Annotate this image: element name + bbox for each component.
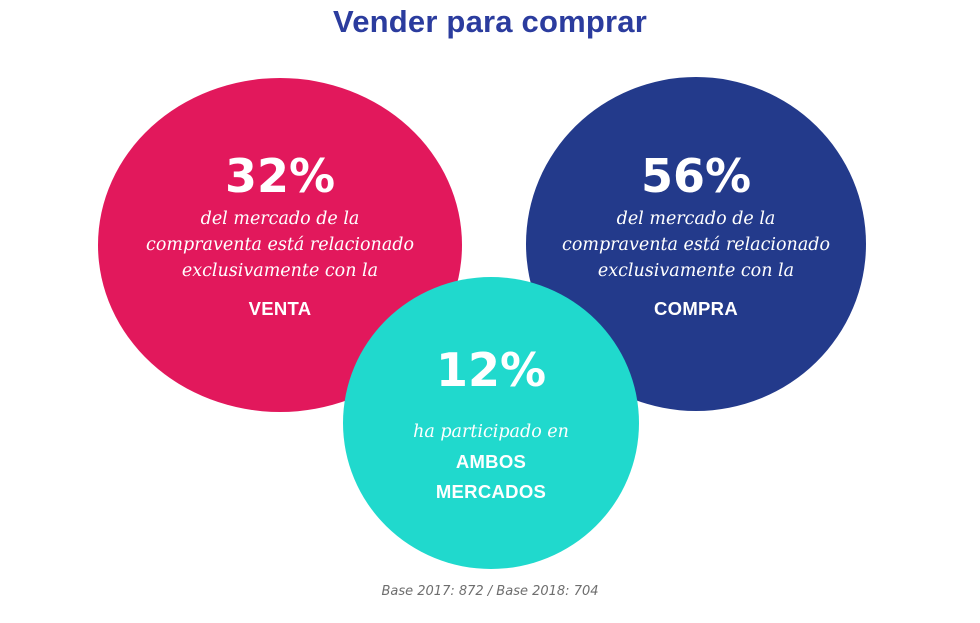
compra-keyword-line: COMPRA [653, 298, 739, 319]
venta-description-line: compraventa está relacionado [146, 235, 414, 255]
venta-keyword: VENTA [98, 294, 462, 324]
ambos-keyword: AMBOS MERCADOS [343, 447, 639, 507]
ambos-keyword-line: MERCADOS [435, 481, 547, 502]
compra-description-line: del mercado de la [616, 209, 776, 229]
base-footnote: Base 2017: 872 / Base 2018: 704 [381, 584, 599, 599]
ambos-keyword-line: AMBOS [455, 451, 527, 472]
ambos-circle: 12% ha participado en AMBOS MERCADOS [343, 277, 639, 569]
compra-keyword: COMPRA [526, 294, 866, 324]
ambos-percent: 12% [435, 343, 547, 397]
compra-description-line: compraventa está relacionado [562, 235, 830, 255]
venta-keyword-line: VENTA [248, 298, 312, 319]
venta-description-line: exclusivamente con la [181, 261, 379, 281]
venta-circle: 32% del mercado de la compraventa está r… [98, 78, 462, 412]
compra-description-line: exclusivamente con la [597, 261, 795, 281]
ambos-description: ha participado en [343, 419, 639, 445]
ambos-description-line: ha participado en [413, 422, 569, 442]
venta-description-line: del mercado de la [200, 209, 360, 229]
compra-description: del mercado de la compraventa está relac… [526, 206, 866, 284]
venta-description: del mercado de la compraventa está relac… [98, 206, 462, 284]
compra-percent: 56% [640, 149, 752, 203]
venta-percent: 32% [224, 149, 336, 203]
page-title: Vender para comprar [333, 4, 647, 39]
